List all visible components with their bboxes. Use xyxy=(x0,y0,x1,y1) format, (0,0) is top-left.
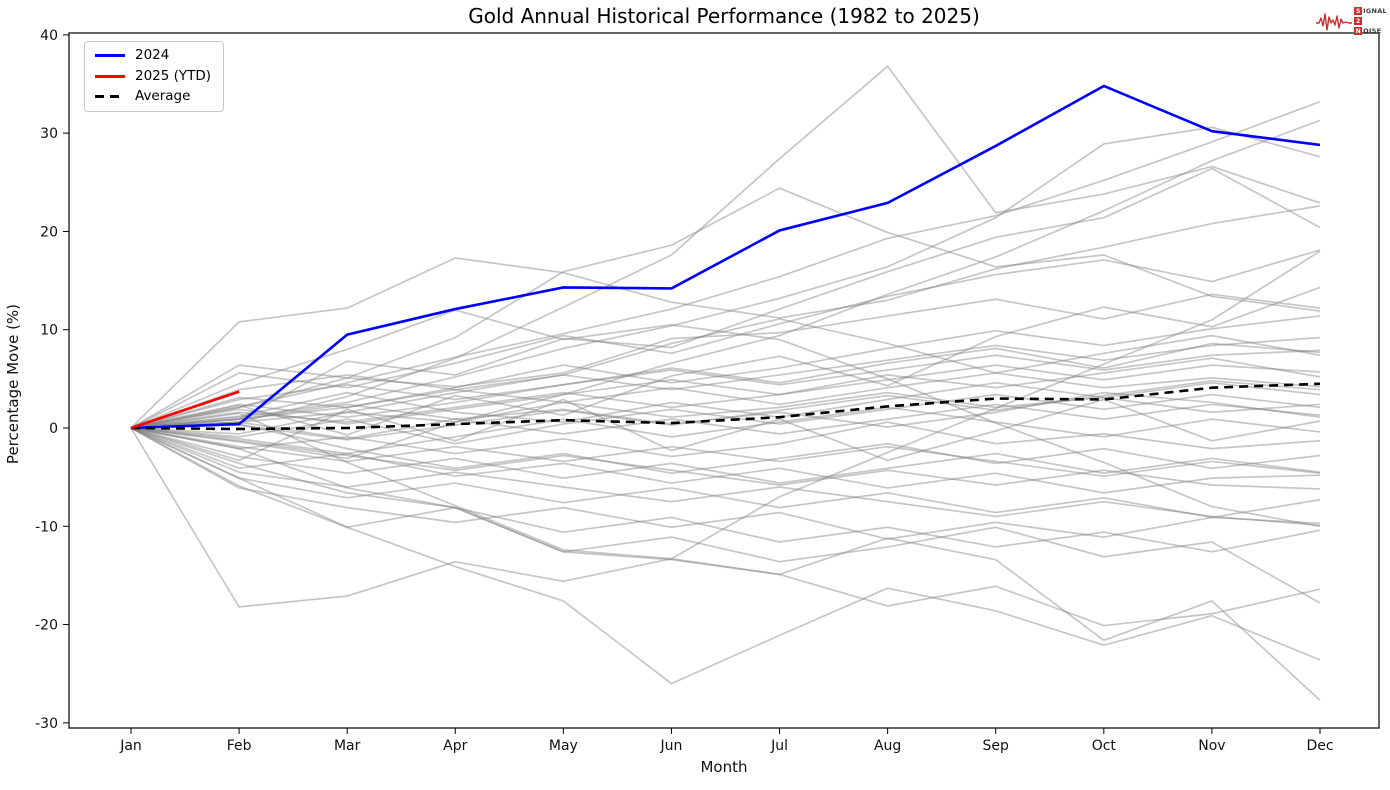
historical-year-line xyxy=(130,187,1321,429)
historical-year-line xyxy=(130,427,1321,604)
historical-year-line xyxy=(130,342,1321,429)
historical-year-line xyxy=(130,100,1321,429)
legend-item-2024: 2024 xyxy=(95,47,211,63)
historical-year-line xyxy=(130,427,1321,519)
x-tick-label: Jan xyxy=(119,738,142,754)
legend-item-average: Average xyxy=(95,88,211,104)
historical-year-line xyxy=(130,336,1321,429)
y-tick-label: 30 xyxy=(40,126,58,142)
historical-year-line xyxy=(130,423,1321,475)
y-axis-label: Percentage Move (%) xyxy=(4,303,22,465)
y-tick-label: 20 xyxy=(40,224,58,240)
historical-year-line xyxy=(130,205,1321,429)
historical-year-line xyxy=(130,406,1321,455)
legend-label: 2024 xyxy=(135,47,170,63)
x-tick-label: Nov xyxy=(1198,738,1225,754)
legend-swatch-average-dashed-line xyxy=(95,95,125,99)
x-tick-label: Apr xyxy=(443,738,467,754)
logo-row-noise: N OISE xyxy=(1354,27,1382,35)
y-tick-label: 0 xyxy=(49,421,58,437)
historical-year-line xyxy=(130,427,1321,490)
x-tick-label: Sep xyxy=(983,738,1010,754)
x-tick-label: Aug xyxy=(874,738,901,754)
historical-year-line xyxy=(130,379,1321,441)
x-tick-label: Oct xyxy=(1092,738,1117,754)
y-tick-label: 10 xyxy=(40,323,58,339)
legend-swatch-2025-line xyxy=(95,74,125,78)
historical-year-line xyxy=(130,119,1321,460)
historical-year-line xyxy=(130,427,1321,540)
x-tick-label: Mar xyxy=(334,738,361,754)
historical-year-line xyxy=(130,318,1321,435)
heartbeat-waveform-icon xyxy=(1316,13,1353,31)
historical-year-line xyxy=(130,427,1321,553)
plot-frame xyxy=(68,32,1380,729)
series-line-2024 xyxy=(130,84,1321,430)
historical-year-line xyxy=(130,398,1321,462)
historical-year-line xyxy=(130,381,1321,429)
series-line-average xyxy=(130,382,1321,431)
historical-year-line xyxy=(130,357,1321,429)
x-tick-label: May xyxy=(549,738,578,754)
historical-year-line xyxy=(130,403,1321,435)
logo-box-2: 2 xyxy=(1354,17,1363,25)
y-tick-label: -20 xyxy=(35,618,58,634)
historical-year-line xyxy=(130,372,1321,429)
historical-year-line xyxy=(130,315,1321,429)
chart-title: Gold Annual Historical Performance (1982… xyxy=(468,4,980,28)
y-tick-label: -10 xyxy=(35,519,58,535)
x-tick-label: Jun xyxy=(660,738,683,754)
historical-year-line xyxy=(130,286,1321,436)
historical-year-line xyxy=(130,427,1321,484)
historical-year-line xyxy=(130,427,1321,494)
historical-year-line xyxy=(130,427,1321,685)
series-line-2025-ytd- xyxy=(130,390,240,430)
historical-year-line xyxy=(130,349,1321,429)
historical-year-line xyxy=(130,381,1321,429)
y-tick-label: 40 xyxy=(40,28,58,44)
logo-box-s: S xyxy=(1354,7,1363,15)
historical-year-line xyxy=(130,65,1321,429)
historical-year-line xyxy=(130,167,1321,429)
logo-box-n: N xyxy=(1354,27,1363,35)
legend: 2024 2025 (YTD) Average xyxy=(84,41,225,112)
legend-swatch-2024-line xyxy=(95,54,125,58)
logo-row-2: 2 xyxy=(1354,17,1387,26)
historical-year-line xyxy=(130,427,1321,478)
historical-year-line xyxy=(130,250,1321,560)
logo-text: S IGNAL 2 N OISE xyxy=(1354,7,1387,36)
historical-year-line xyxy=(130,249,1321,429)
historical-year-line xyxy=(130,393,1321,445)
historical-year-line xyxy=(130,391,1321,440)
historical-year-line xyxy=(130,427,1321,627)
x-tick-label: Feb xyxy=(227,738,252,754)
x-axis-label: Month xyxy=(700,758,748,776)
logo-row-signal: S IGNAL xyxy=(1354,7,1387,15)
x-tick-label: Dec xyxy=(1306,738,1333,754)
historical-year-line xyxy=(130,421,1321,458)
historical-year-line xyxy=(130,364,1321,429)
y-tick-label: -30 xyxy=(35,716,58,732)
signal2noise-logo: S IGNAL 2 N OISE xyxy=(1316,6,1387,36)
legend-label: Average xyxy=(135,88,191,104)
legend-label: 2025 (YTD) xyxy=(135,67,212,84)
historical-year-line xyxy=(130,309,1321,528)
historical-year-line xyxy=(130,293,1321,429)
legend-item-2025-ytd: 2025 (YTD) xyxy=(95,67,212,84)
x-tick-label: Jul xyxy=(770,738,788,754)
historical-year-line xyxy=(130,427,1321,527)
historical-year-line xyxy=(130,427,1321,701)
historical-year-line xyxy=(130,126,1321,429)
